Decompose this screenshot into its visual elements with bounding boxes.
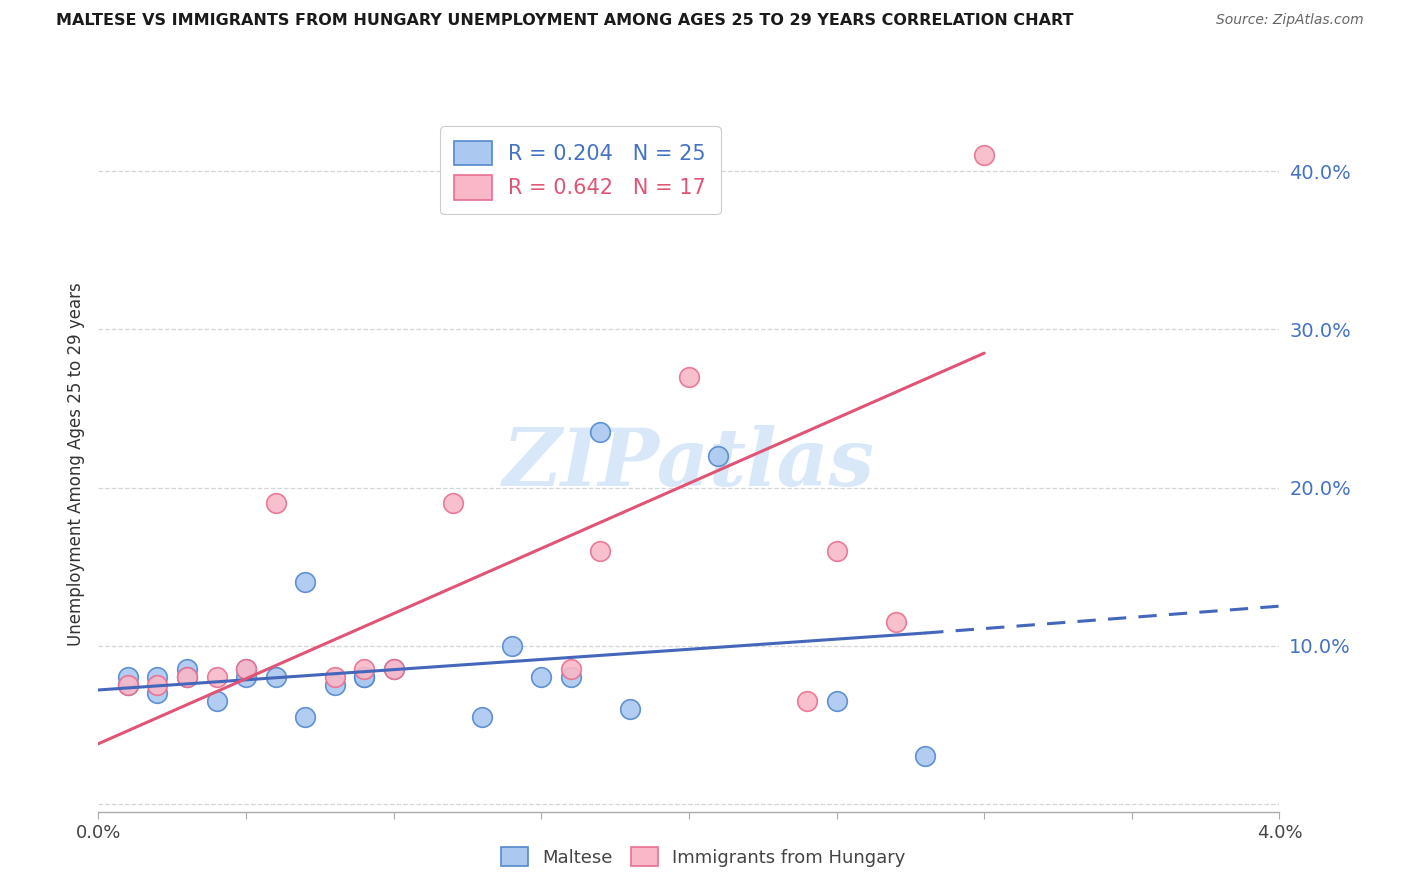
Point	[176, 670, 198, 684]
Point	[382, 662, 405, 676]
Point	[117, 678, 139, 692]
Point	[973, 148, 995, 162]
Point	[441, 496, 464, 510]
Point	[530, 670, 553, 684]
Point	[146, 670, 169, 684]
Point	[294, 575, 316, 590]
Text: MALTESE VS IMMIGRANTS FROM HUNGARY UNEMPLOYMENT AMONG AGES 25 TO 29 YEARS CORREL: MALTESE VS IMMIGRANTS FROM HUNGARY UNEMP…	[56, 13, 1074, 29]
Point	[264, 496, 287, 510]
Point	[560, 662, 582, 676]
Point	[707, 449, 730, 463]
Point	[146, 678, 169, 692]
Point	[264, 670, 287, 684]
Point	[235, 670, 257, 684]
Point	[146, 686, 169, 700]
Point	[235, 662, 257, 676]
Text: ZIPatlas: ZIPatlas	[503, 425, 875, 502]
Point	[825, 543, 848, 558]
Legend: Maltese, Immigrants from Hungary: Maltese, Immigrants from Hungary	[494, 840, 912, 874]
Point	[501, 639, 523, 653]
Point	[796, 694, 818, 708]
Point	[117, 678, 139, 692]
Point	[884, 615, 907, 629]
Text: Source: ZipAtlas.com: Source: ZipAtlas.com	[1216, 13, 1364, 28]
Point	[678, 369, 700, 384]
Point	[825, 694, 848, 708]
Point	[560, 670, 582, 684]
Point	[117, 670, 139, 684]
Point	[471, 710, 494, 724]
Point	[323, 670, 346, 684]
Point	[323, 678, 346, 692]
Point	[176, 670, 198, 684]
Legend: R = 0.204   N = 25, R = 0.642   N = 17: R = 0.204 N = 25, R = 0.642 N = 17	[440, 127, 721, 214]
Point	[294, 710, 316, 724]
Point	[235, 662, 257, 676]
Point	[176, 662, 198, 676]
Point	[353, 670, 375, 684]
Point	[914, 749, 936, 764]
Point	[589, 425, 612, 440]
Point	[353, 662, 375, 676]
Point	[589, 543, 612, 558]
Y-axis label: Unemployment Among Ages 25 to 29 years: Unemployment Among Ages 25 to 29 years	[66, 282, 84, 646]
Point	[382, 662, 405, 676]
Point	[205, 670, 228, 684]
Point	[619, 702, 641, 716]
Point	[205, 694, 228, 708]
Point	[353, 670, 375, 684]
